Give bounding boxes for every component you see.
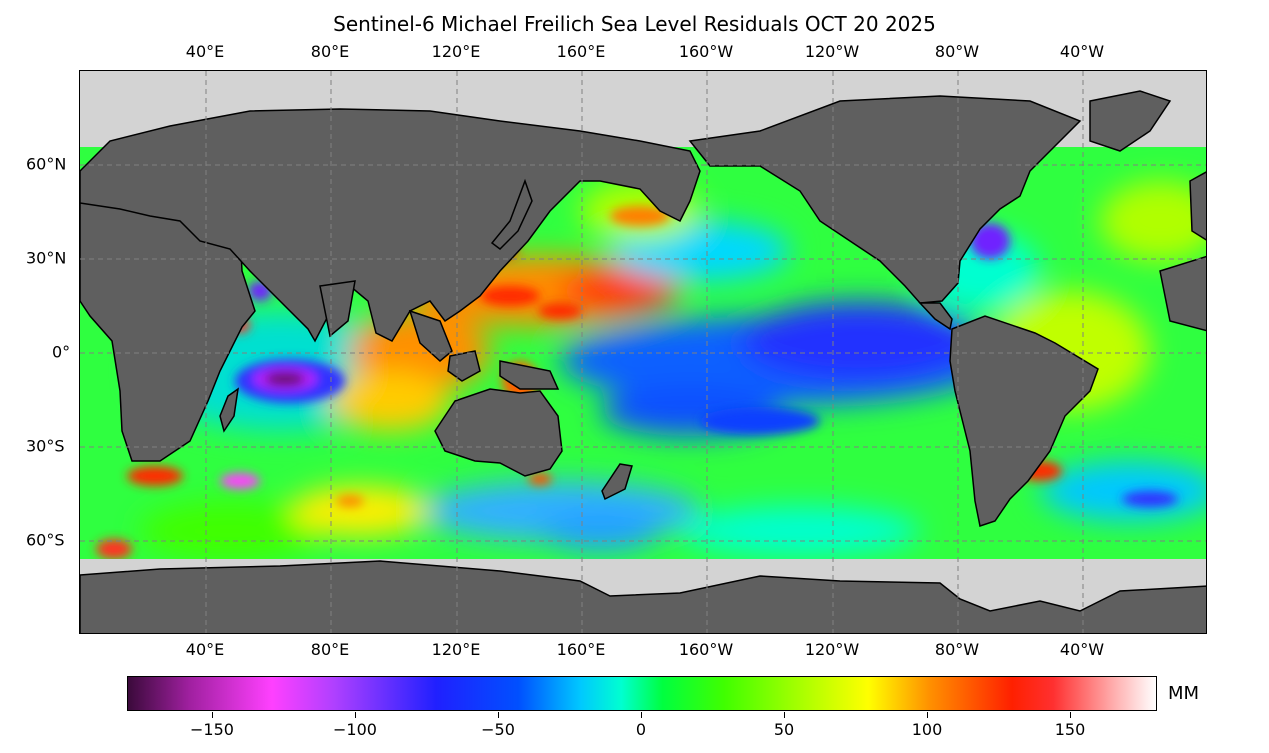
colorbar-units: MM bbox=[1168, 683, 1200, 704]
landmass-japan bbox=[490, 178, 533, 250]
colorbar-tick-label: 0 bbox=[635, 720, 647, 739]
colorbar-tick-label: −150 bbox=[190, 720, 234, 739]
colorbar-tick-label: 100 bbox=[911, 720, 943, 739]
lon-tick-bottom: 40°E bbox=[185, 640, 225, 659]
landmass-indochina bbox=[408, 309, 453, 362]
lon-tick-top: 160°W bbox=[678, 42, 734, 61]
map-canvas bbox=[80, 71, 1206, 633]
landmass-india bbox=[319, 280, 356, 338]
colorbar-tick-label: 50 bbox=[773, 720, 795, 739]
graticule bbox=[80, 71, 1206, 633]
lon-tick-top: 40°E bbox=[185, 42, 225, 61]
lon-tick-bottom: 160°E bbox=[556, 640, 606, 659]
colorbar-tick-label: −50 bbox=[481, 720, 515, 739]
lon-tick-bottom: 40°W bbox=[1059, 640, 1105, 659]
colorbar-tick-label: −100 bbox=[333, 720, 377, 739]
colorbar-tick-mark bbox=[498, 712, 499, 718]
colorbar-tick-mark bbox=[784, 712, 785, 718]
lon-tick-top: 120°E bbox=[431, 42, 481, 61]
landmass-borneo bbox=[447, 350, 481, 382]
lon-tick-bottom: 80°W bbox=[934, 640, 980, 659]
lon-tick-top: 40°W bbox=[1059, 42, 1105, 61]
lon-tick-top: 160°E bbox=[556, 42, 606, 61]
lon-tick-bottom: 160°W bbox=[678, 640, 734, 659]
lat-tick: 60°N bbox=[26, 154, 67, 174]
landmass-australia bbox=[434, 388, 563, 477]
map-title: Sentinel-6 Michael Freilich Sea Level Re… bbox=[333, 12, 936, 36]
lon-tick-bottom: 80°E bbox=[310, 640, 350, 659]
sea-level-map bbox=[79, 70, 1207, 634]
lon-tick-top: 80°E bbox=[310, 42, 350, 61]
land-masses bbox=[80, 90, 1206, 633]
landmass-central-america bbox=[918, 302, 953, 331]
lon-tick-bottom: 120°E bbox=[431, 640, 481, 659]
lon-tick-top: 120°W bbox=[804, 42, 860, 61]
landmass-antarctica bbox=[80, 560, 1206, 633]
colorbar-tick-mark bbox=[927, 712, 928, 718]
landmass-greenland bbox=[1089, 90, 1172, 152]
colorbar-tick-mark bbox=[641, 712, 642, 718]
colorbar-tick-label: 150 bbox=[1054, 720, 1086, 739]
landmass-newguinea bbox=[499, 360, 560, 390]
lat-tick: 60°S bbox=[26, 530, 65, 550]
lon-tick-top: 80°W bbox=[934, 42, 980, 61]
landmass-south-america bbox=[949, 315, 1099, 527]
lat-tick: 0° bbox=[52, 342, 71, 362]
lon-tick-bottom: 120°W bbox=[804, 640, 860, 659]
landmass-europe-edge bbox=[1189, 171, 1206, 241]
landmass-africa-edge bbox=[1159, 255, 1206, 332]
lat-tick: 30°N bbox=[26, 248, 67, 268]
colorbar-tick-mark bbox=[355, 712, 356, 718]
landmass-newzealand bbox=[601, 463, 633, 501]
landmass-madagascar bbox=[219, 387, 239, 433]
landmass-north-america bbox=[688, 95, 1082, 304]
colorbar-tick-mark bbox=[1070, 712, 1071, 718]
colorbar bbox=[127, 676, 1157, 711]
landmass-eurasia bbox=[80, 108, 701, 343]
colorbar-tick-mark bbox=[212, 712, 213, 718]
lat-tick: 30°S bbox=[26, 436, 65, 456]
